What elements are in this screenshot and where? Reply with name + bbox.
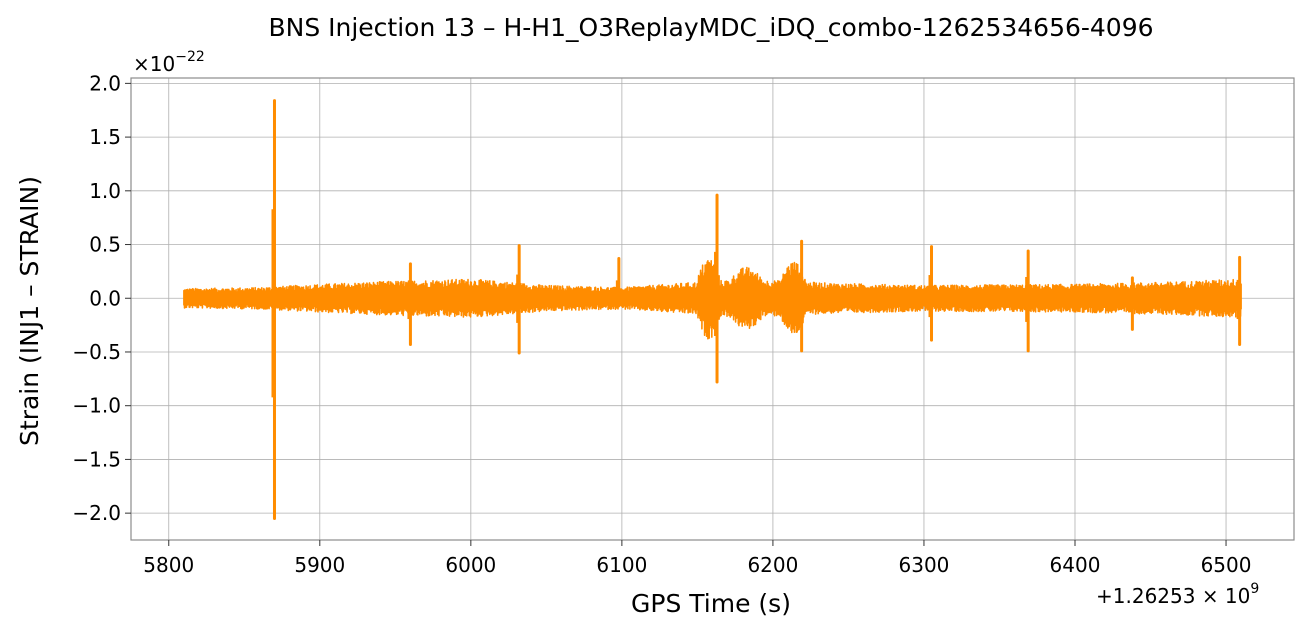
x-offset-exponent: 9	[1250, 581, 1259, 597]
x-tick-label: 5800	[143, 553, 194, 577]
y-tick-label: 0.5	[89, 233, 121, 257]
y-axis-label: Strain (INJ1 – STRAIN)	[15, 176, 44, 446]
y-tick-label: 2.0	[89, 71, 121, 95]
x-axis-label: GPS Time (s)	[631, 589, 791, 618]
series-trace	[183, 260, 1242, 340]
y-tick-label: −0.5	[72, 340, 121, 364]
x-offset-factor: +1.26253 × 109	[1096, 581, 1259, 608]
y-tick-label: −2.0	[72, 501, 121, 525]
x-tick-label: 6400	[1050, 553, 1101, 577]
y-tick-label: −1.5	[72, 447, 121, 471]
x-tick-label: 6500	[1201, 553, 1252, 577]
x-offset-base: +1.26253 × 10	[1096, 584, 1250, 608]
y-tick-labels: 2.0 1.5 1.0 0.5 0.0 −0.5 −1.0 −1.5 −2.0	[72, 71, 121, 525]
plot-frame	[130, 77, 1295, 541]
x-tick-label: 6200	[747, 553, 798, 577]
x-tick-label: 5900	[294, 553, 345, 577]
chart-title: BNS Injection 13 – H-H1_O3ReplayMDC_iDQ_…	[268, 13, 1153, 42]
y-scale-base: ×10	[133, 52, 175, 76]
x-tick-label: 6000	[445, 553, 496, 577]
series-strain	[183, 99, 1242, 521]
tick-marks	[125, 82, 1227, 546]
x-tick-labels: 5800 5900 6000 6100 6200 6300 6400 6500	[143, 553, 1251, 577]
y-tick-label: −1.0	[72, 394, 121, 418]
y-tick-label: 1.0	[89, 179, 121, 203]
y-tick-label: 1.5	[89, 125, 121, 149]
y-tick-label: 0.0	[89, 286, 121, 310]
x-tick-label: 6100	[596, 553, 647, 577]
y-scale-exponent: −22	[175, 49, 205, 65]
y-scale-factor: ×10−22	[133, 49, 205, 76]
x-tick-label: 6300	[899, 553, 950, 577]
